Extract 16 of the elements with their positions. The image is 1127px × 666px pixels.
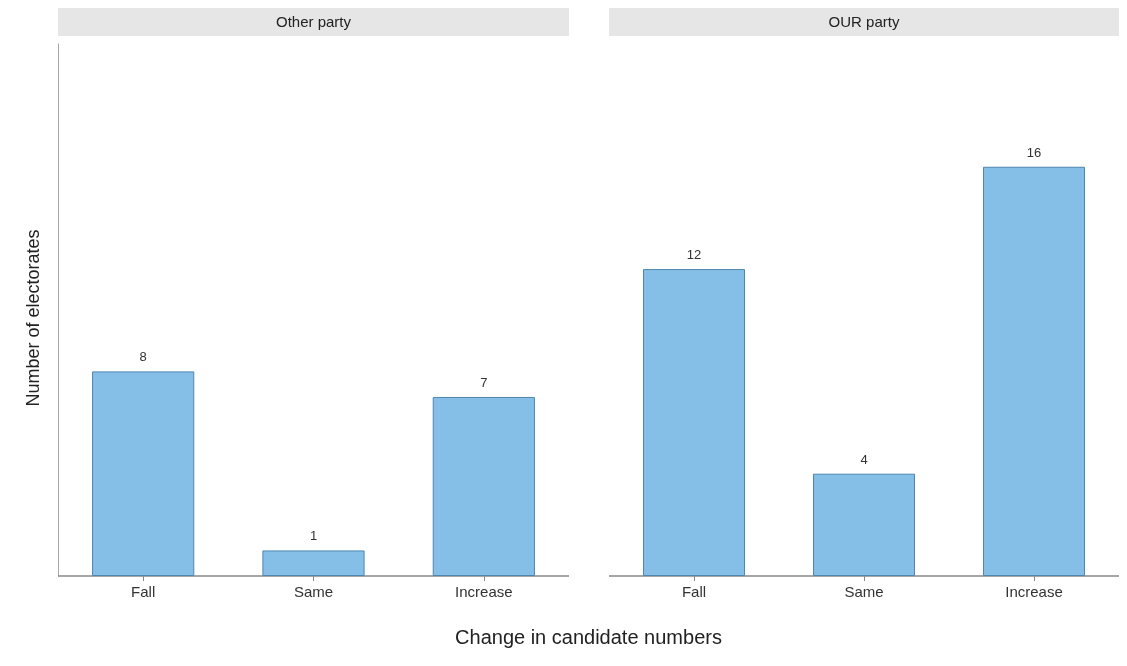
data-label: 12 <box>686 247 702 263</box>
x-tick-label: Fall <box>681 583 707 600</box>
chart-title: Other party <box>58 8 569 36</box>
data-label: 1 <box>309 528 318 544</box>
chart-title: OUR party <box>609 8 1119 36</box>
data-label: 16 <box>1026 144 1042 160</box>
data-label: 7 <box>480 374 488 390</box>
x-axis-title: Change in candidate numbers <box>454 626 723 649</box>
x-tick-label: Increase <box>1005 583 1063 600</box>
x-tick-label: Same <box>293 583 334 600</box>
data-label: 8 <box>139 349 147 365</box>
x-tick-label: Same <box>844 583 884 600</box>
y-axis-title: Number of electorates <box>22 229 44 407</box>
x-tick-label: Fall <box>131 583 156 600</box>
x-tick-label: Increase <box>455 583 513 600</box>
data-label: 4 <box>860 451 868 467</box>
